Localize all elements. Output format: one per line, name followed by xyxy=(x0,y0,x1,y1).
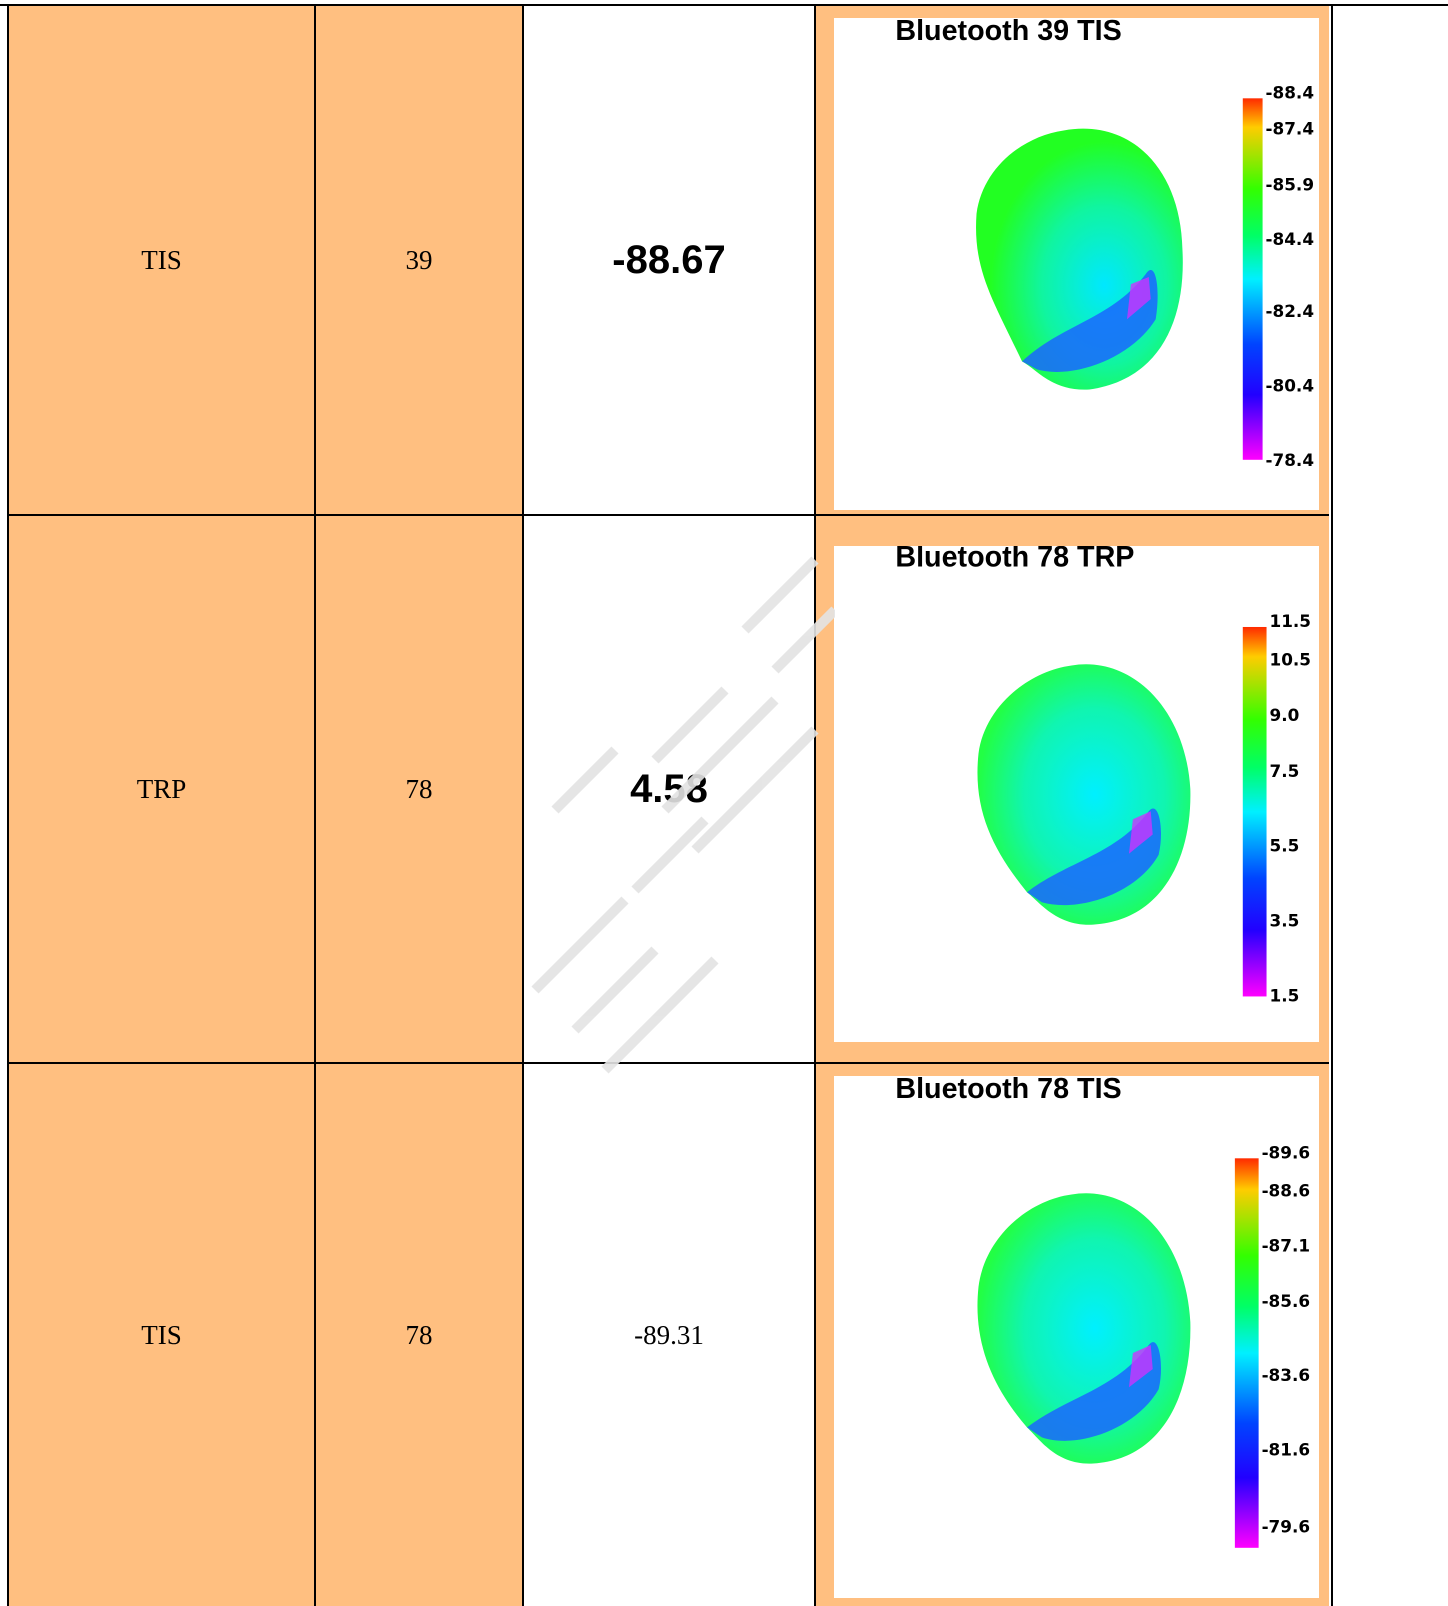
radiation-pattern-plot: Bluetooth 78 TIS -89.6 -88.6 -87.1 -85.6… xyxy=(834,1076,1319,1598)
value-label: -89.31 xyxy=(634,1319,704,1350)
value-cell: 4.58 xyxy=(524,516,816,1062)
colorbar-tick: -87.4 xyxy=(1266,118,1314,138)
colorbar xyxy=(1242,626,1267,997)
measurement-label: TIS xyxy=(141,1319,182,1350)
plot-title: Bluetooth 78 TIS xyxy=(895,1076,1121,1105)
colorbar-tick: 9.0 xyxy=(1270,706,1300,726)
pattern-null-region xyxy=(1022,270,1158,372)
colorbar-tick: -88.6 xyxy=(1262,1180,1310,1200)
colorbar-tick: -82.4 xyxy=(1266,301,1314,321)
channel-label: 78 xyxy=(405,773,433,804)
measurement-cell: TIS xyxy=(9,6,316,514)
measurement-cell: TRP xyxy=(9,516,316,1062)
pattern-cell: Bluetooth 39 TIS -88.4 -87.4 -85.9 -84.4… xyxy=(816,6,1329,514)
value-label: -88.67 xyxy=(612,237,726,282)
results-table: TIS 39 -88.67 xyxy=(7,6,1333,1606)
measurement-label: TRP xyxy=(136,773,187,804)
colorbar-tick: -88.4 xyxy=(1266,82,1314,102)
colorbar-tick: 3.5 xyxy=(1270,911,1300,931)
channel-cell: 78 xyxy=(316,1064,524,1606)
colorbar-tick: -80.4 xyxy=(1266,375,1314,395)
colorbar-tick: 5.5 xyxy=(1270,837,1300,857)
colorbar-tick: -83.6 xyxy=(1262,1365,1310,1385)
colorbar-tick: -85.6 xyxy=(1262,1291,1310,1311)
radiation-pattern-svg: Bluetooth 78 TIS -89.6 -88.6 -87.1 -85.6… xyxy=(895,1076,1310,1548)
pattern-null-region xyxy=(1027,808,1162,906)
colorbar-tick: -84.4 xyxy=(1266,229,1314,249)
colorbar xyxy=(1242,98,1263,460)
colorbar xyxy=(1234,1158,1259,1548)
top-rule xyxy=(0,4,1448,6)
plot-title: Bluetooth 78 TRP xyxy=(895,546,1134,573)
table-row: TRP 78 4.58 xyxy=(9,516,1329,1064)
colorbar-tick: -78.4 xyxy=(1266,450,1314,470)
value-cell: -88.67 xyxy=(524,6,816,514)
colorbar-tick: 11.5 xyxy=(1270,612,1311,632)
table-row: TIS 39 -88.67 xyxy=(9,6,1329,516)
measurement-cell: TIS xyxy=(9,1064,316,1606)
channel-cell: 78 xyxy=(316,516,524,1062)
colorbar-tick: 7.5 xyxy=(1270,762,1300,782)
colorbar-tick: -85.9 xyxy=(1266,175,1314,195)
colorbar-tick: 1.5 xyxy=(1270,986,1300,1006)
channel-label: 39 xyxy=(405,244,433,275)
channel-label: 78 xyxy=(405,1319,433,1350)
colorbar-tick: -81.6 xyxy=(1262,1439,1310,1459)
colorbar-tick: -79.6 xyxy=(1262,1517,1310,1537)
pattern-null-region xyxy=(1027,1342,1162,1441)
colorbar-tick: -87.1 xyxy=(1262,1236,1310,1256)
pattern-min-region xyxy=(1126,277,1151,320)
pattern-min-region xyxy=(1128,1345,1153,1388)
value-cell: -89.31 xyxy=(524,1064,816,1606)
pattern-min-region xyxy=(1128,811,1153,854)
radiation-pattern-plot: Bluetooth 78 TRP 11.5 10.5 9.0 7.5 5.5 3… xyxy=(834,546,1319,1042)
table-row: TIS 78 -89.31 xyxy=(9,1064,1329,1606)
radiation-pattern-svg: Bluetooth 39 TIS -88.4 -87.4 -85.9 -84.4… xyxy=(895,18,1314,470)
radiation-pattern-plot: Bluetooth 39 TIS -88.4 -87.4 -85.9 -84.4… xyxy=(834,18,1319,510)
pattern-cell: Bluetooth 78 TRP 11.5 10.5 9.0 7.5 5.5 3… xyxy=(816,516,1329,1062)
radiation-pattern-svg: Bluetooth 78 TRP 11.5 10.5 9.0 7.5 5.5 3… xyxy=(895,546,1311,1007)
channel-cell: 39 xyxy=(316,6,524,514)
colorbar-tick: 10.5 xyxy=(1270,650,1311,670)
plot-title: Bluetooth 39 TIS xyxy=(895,18,1121,47)
measurement-label: TIS xyxy=(141,244,182,275)
colorbar-tick: -89.6 xyxy=(1262,1142,1310,1162)
value-label: 4.58 xyxy=(630,766,708,811)
pattern-cell: Bluetooth 78 TIS -89.6 -88.6 -87.1 -85.6… xyxy=(816,1064,1329,1606)
